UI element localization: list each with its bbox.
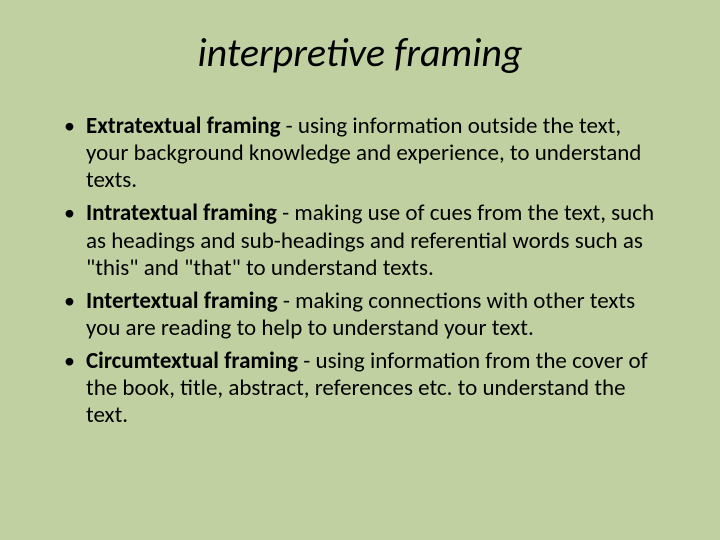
bullet-lead: Extratextual framing: [86, 112, 280, 140]
list-item: Intratextual framing - making use of cue…: [60, 200, 660, 281]
bullet-lead: Circumtextual framing: [86, 347, 298, 375]
bullet-lead: Intratextual framing: [86, 199, 277, 227]
bullet-list: Extratextual framing - using information…: [60, 113, 660, 429]
list-item: Intertextual framing - making connection…: [60, 288, 660, 342]
list-item: Circumtextual framing - using informatio…: [60, 348, 660, 429]
slide: interpretive framing Extratextual framin…: [0, 0, 720, 540]
bullet-lead: Intertextual framing: [86, 287, 278, 315]
slide-title: interpretive framing: [60, 28, 660, 77]
list-item: Extratextual framing - using information…: [60, 113, 660, 194]
